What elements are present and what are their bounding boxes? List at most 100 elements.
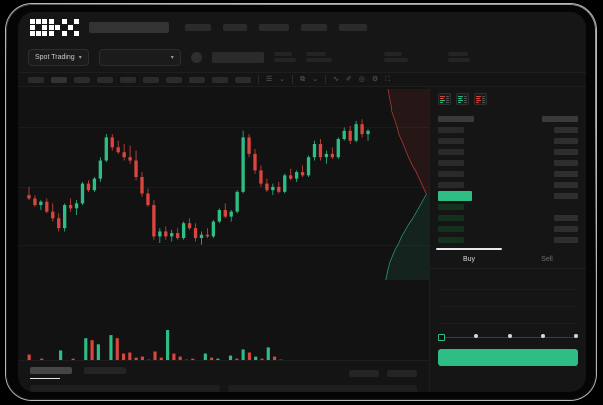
tab-order-history[interactable]	[84, 367, 126, 379]
orderbook-row[interactable]	[438, 168, 578, 179]
orderbook-row[interactable]	[438, 124, 578, 135]
amount-slider[interactable]	[430, 324, 586, 341]
interval-button-7[interactable]	[166, 76, 182, 83]
pair-selector-dropdown[interactable]: ▾	[98, 48, 181, 66]
submit-buy-button[interactable]	[438, 349, 578, 366]
orderbook-asks-icon[interactable]	[474, 93, 487, 105]
interval-button-3[interactable]	[74, 76, 90, 83]
orders-panel-right[interactable]	[227, 385, 417, 392]
slider-stop-3[interactable]	[507, 334, 512, 338]
chart-toolbar: ☰ ⌄ ⧉ ⌄ ∿ ✐ ◎ ⚙ ⛶	[18, 72, 586, 87]
orderbook-size-cell	[554, 192, 578, 199]
nav-item-3[interactable]	[259, 23, 289, 31]
chevron-down-icon-2[interactable]: ⌄	[312, 76, 319, 83]
orderbook-size-cell	[554, 170, 578, 177]
orderbook-row[interactable]	[438, 113, 578, 124]
orderbook-price-cell	[438, 181, 464, 188]
tab-buy[interactable]: Buy	[430, 251, 508, 268]
nav-item-5[interactable]	[339, 23, 367, 31]
orderbook-size-cell	[554, 126, 578, 133]
orderbook-row[interactable]	[438, 234, 578, 245]
orderbook-row[interactable]	[438, 146, 578, 157]
indicators-icon[interactable]: ☰	[266, 76, 273, 83]
tab-sell[interactable]: Sell	[541, 256, 553, 263]
ticker-stat-3	[383, 52, 408, 62]
orderbook-row[interactable]	[438, 190, 578, 201]
search-input[interactable]	[89, 21, 169, 33]
orderbook-row[interactable]	[438, 223, 578, 234]
orderbook-row[interactable]	[438, 212, 578, 223]
order-price-field[interactable]	[438, 273, 578, 290]
orderbook-size-cell	[554, 181, 578, 188]
okx-logo-icon[interactable]	[30, 18, 79, 36]
slider-stop-2[interactable]	[474, 334, 479, 338]
line-type-icon[interactable]: ∿	[333, 76, 339, 83]
price-chart[interactable]	[18, 87, 429, 282]
ticker-stat-1	[273, 52, 296, 62]
nav-item-1[interactable]	[185, 23, 211, 31]
chevron-down-icon[interactable]: ⌄	[279, 76, 286, 83]
ticker-stat-1-label	[273, 52, 292, 56]
slider-stop-5[interactable]	[574, 334, 578, 338]
interval-button-10[interactable]	[235, 76, 251, 83]
interval-button-9[interactable]	[212, 76, 228, 83]
ticker-stat-3-value	[383, 58, 408, 62]
market-type-dropdown[interactable]: Spot Trading ▾	[28, 48, 89, 66]
ticker-stat-2-value	[305, 58, 332, 62]
interval-button-8[interactable]	[189, 76, 205, 83]
orderbook-price-cell	[438, 126, 464, 133]
orderbook-view-modes	[430, 87, 586, 111]
coin-icon	[190, 51, 202, 63]
order-amount-field[interactable]	[438, 290, 578, 307]
market-type-label: Spot Trading	[35, 53, 75, 61]
slider-stops	[438, 334, 578, 341]
ticker-stat-2	[305, 52, 332, 62]
orderbook-bids-icon[interactable]	[456, 93, 469, 105]
orderbook-size-cell	[542, 115, 578, 122]
orders-action-2[interactable]	[387, 369, 417, 377]
orderbook-both-icon[interactable]	[438, 93, 451, 105]
orders-action-1[interactable]	[349, 369, 379, 377]
gridline-1	[18, 127, 429, 128]
order-form-fields	[430, 269, 586, 324]
orderbook-rows[interactable]	[430, 111, 586, 245]
orderbook-row[interactable]	[438, 135, 578, 146]
alert-icon[interactable]: ◎	[358, 76, 365, 83]
interval-button-5[interactable]	[120, 76, 136, 83]
tab-open-orders-label	[30, 367, 72, 374]
orderbook-price-cell	[438, 190, 472, 201]
orderbook-row[interactable]	[438, 201, 578, 212]
ticker-stat-4-label	[447, 52, 468, 56]
nav-item-2[interactable]	[223, 23, 247, 31]
slider-handle[interactable]	[438, 334, 445, 341]
orderbook-size-cell	[554, 214, 578, 221]
pair-price-display	[211, 51, 264, 63]
draw-pencil-icon[interactable]: ✐	[345, 76, 352, 83]
candlestick-series	[27, 119, 370, 245]
orders-panel	[18, 360, 429, 392]
depth-overlay-chart	[385, 88, 429, 281]
orderbook-row[interactable]	[438, 157, 578, 168]
app-screen: Spot Trading ▾ ▾	[18, 12, 586, 392]
settings-gear-icon[interactable]: ⚙	[371, 76, 379, 83]
nav-item-4[interactable]	[301, 23, 327, 31]
order-total-field[interactable]	[438, 307, 578, 324]
toolbar-divider-2	[292, 75, 294, 84]
interval-button-1[interactable]	[28, 76, 44, 83]
gridline-2	[18, 187, 429, 188]
orderbook-price-cell	[438, 159, 464, 166]
interval-button-6[interactable]	[143, 76, 159, 83]
orderbook-row[interactable]	[438, 179, 578, 190]
fullscreen-icon[interactable]: ⛶	[385, 76, 391, 83]
chevron-down-icon-2: ▾	[170, 54, 174, 61]
orderbook-size-cell	[554, 148, 578, 155]
slider-stop-4[interactable]	[540, 334, 545, 338]
tab-open-orders[interactable]	[30, 367, 72, 379]
compare-icon[interactable]: ⧉	[300, 76, 306, 83]
ticker-stat-2-label	[305, 52, 326, 56]
orderbook-size-cell	[554, 236, 578, 243]
orders-panel-left[interactable]	[30, 385, 220, 392]
interval-button-2[interactable]	[51, 76, 67, 83]
interval-button-4[interactable]	[97, 76, 113, 83]
orderbook-region: Buy Sell	[429, 87, 586, 392]
